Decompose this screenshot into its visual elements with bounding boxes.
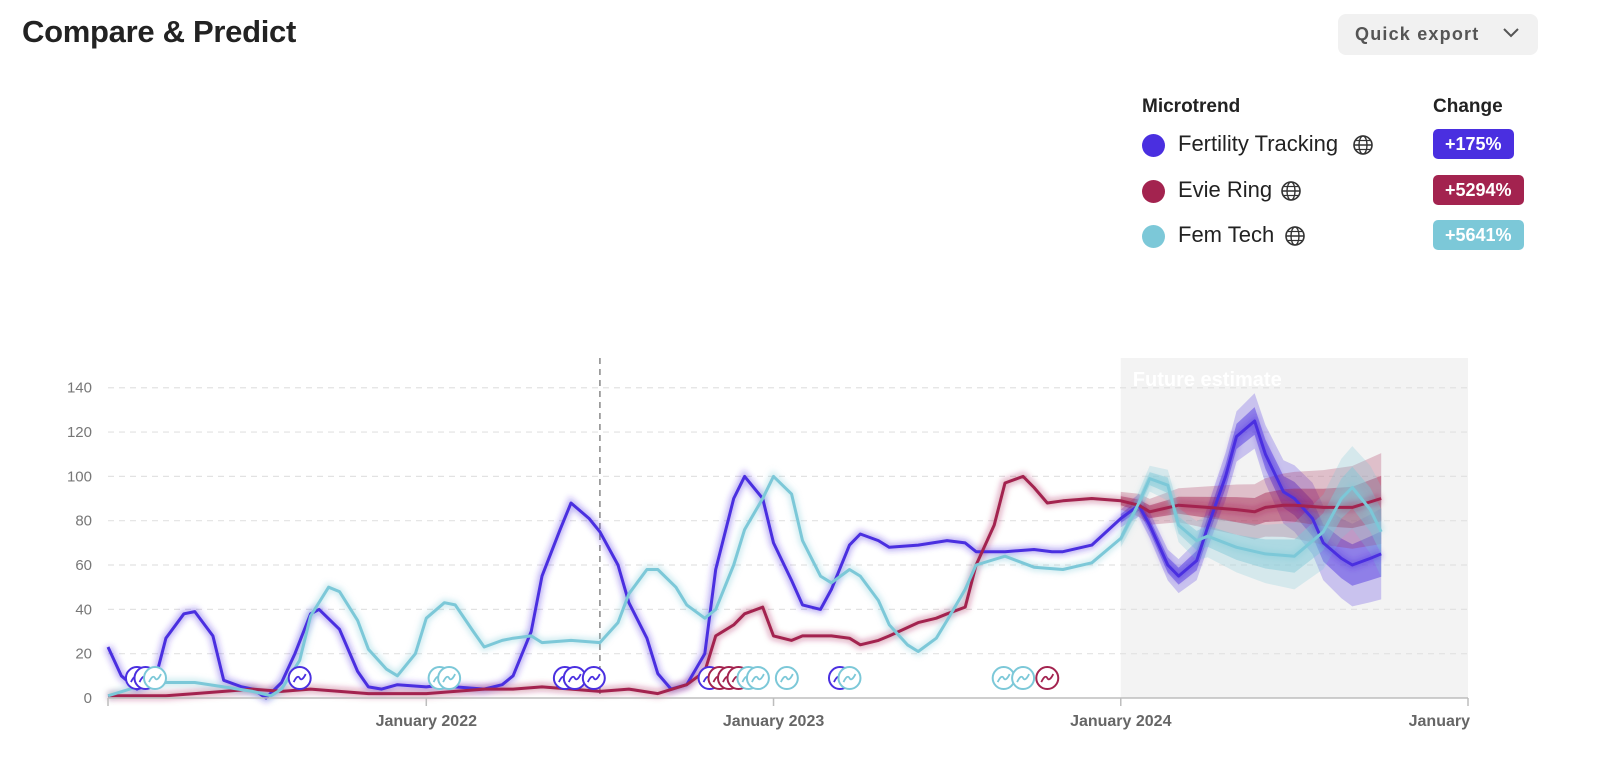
series-line [106,419,1382,700]
trend-icon [442,673,456,683]
page-title: Compare & Predict [22,14,296,49]
legend-change-heading: Change [1433,96,1503,117]
event-marker [287,666,312,691]
legend-microtrend-heading: Microtrend [1142,96,1241,117]
chevron-down-icon [1503,28,1519,38]
y-tick-label: 100 [67,468,92,485]
trend-chart[interactable]: Future estimate 0 20 40 60 80 100 120 140 Januar… [0,340,1600,767]
trend-icon [780,673,794,683]
trend-icon [751,673,765,683]
forecast-band [1120,446,1382,590]
event-marker [837,666,862,691]
change-badge: +175% [1433,129,1514,159]
x-tick-label: January [1409,713,1470,730]
trend-icon [587,673,601,683]
change-badge: +5641% [1433,220,1524,250]
y-tick-label: 60 [75,557,92,574]
legend-item-evie-ring[interactable]: Evie Ring +5294% [1142,175,1542,210]
x-tick-label: January 2022 [376,713,478,730]
y-tick-label: 40 [75,601,92,618]
quick-export-label: Quick export [1355,24,1480,44]
event-marker [562,666,587,691]
forecast-band [1120,393,1382,607]
event-marker [581,666,606,691]
y-tick-label: 80 [75,513,92,530]
legend-item-fem-tech[interactable]: Fem Tech +5641% [1142,220,1542,255]
legend-item-label: Fem Tech [1178,222,1275,247]
legend-item-fertility-tracking[interactable]: Fertility Tracking +175% [1142,129,1542,164]
legend-item-label: Evie Ring [1178,177,1273,202]
event-marker [1011,666,1036,691]
globe-icon[interactable] [1352,134,1374,156]
series-color-dot [1142,225,1165,248]
trend-icon [1040,673,1055,683]
y-tick-label: 0 [84,690,92,707]
forecast-band [1120,466,1382,573]
trend-icon [292,673,307,683]
series-color-dot [1142,180,1165,203]
event-marker [745,666,770,691]
forecast-band [1120,475,1382,529]
chart-legend: Microtrend Change Fertility Tracking +17… [1142,96,1542,276]
event-marker [774,666,799,691]
event-marker [1035,666,1060,691]
x-tick-label: January 2023 [723,713,825,730]
globe-icon[interactable] [1284,225,1306,247]
y-tick-label: 120 [67,424,92,441]
series-line [107,474,1383,698]
y-tick-label: 20 [75,646,92,663]
series-line [108,474,1382,698]
y-tick-label: 140 [67,380,92,397]
trend-icon [996,673,1011,683]
trend-icon [1016,673,1030,683]
trend-icon [148,673,162,683]
legend-item-label: Fertility Tracking [1178,131,1339,156]
x-tick-label: January 2024 [1070,713,1172,730]
future-estimate-label: Future estimate [1133,369,1282,391]
event-marker [437,666,462,691]
trend-icon [842,673,857,683]
trend-icon [567,673,582,683]
series-color-dot [1142,134,1165,157]
event-marker [143,666,168,691]
globe-icon[interactable] [1280,180,1302,202]
change-badge: +5294% [1433,175,1524,205]
quick-export-button[interactable]: Quick export [1338,14,1538,55]
